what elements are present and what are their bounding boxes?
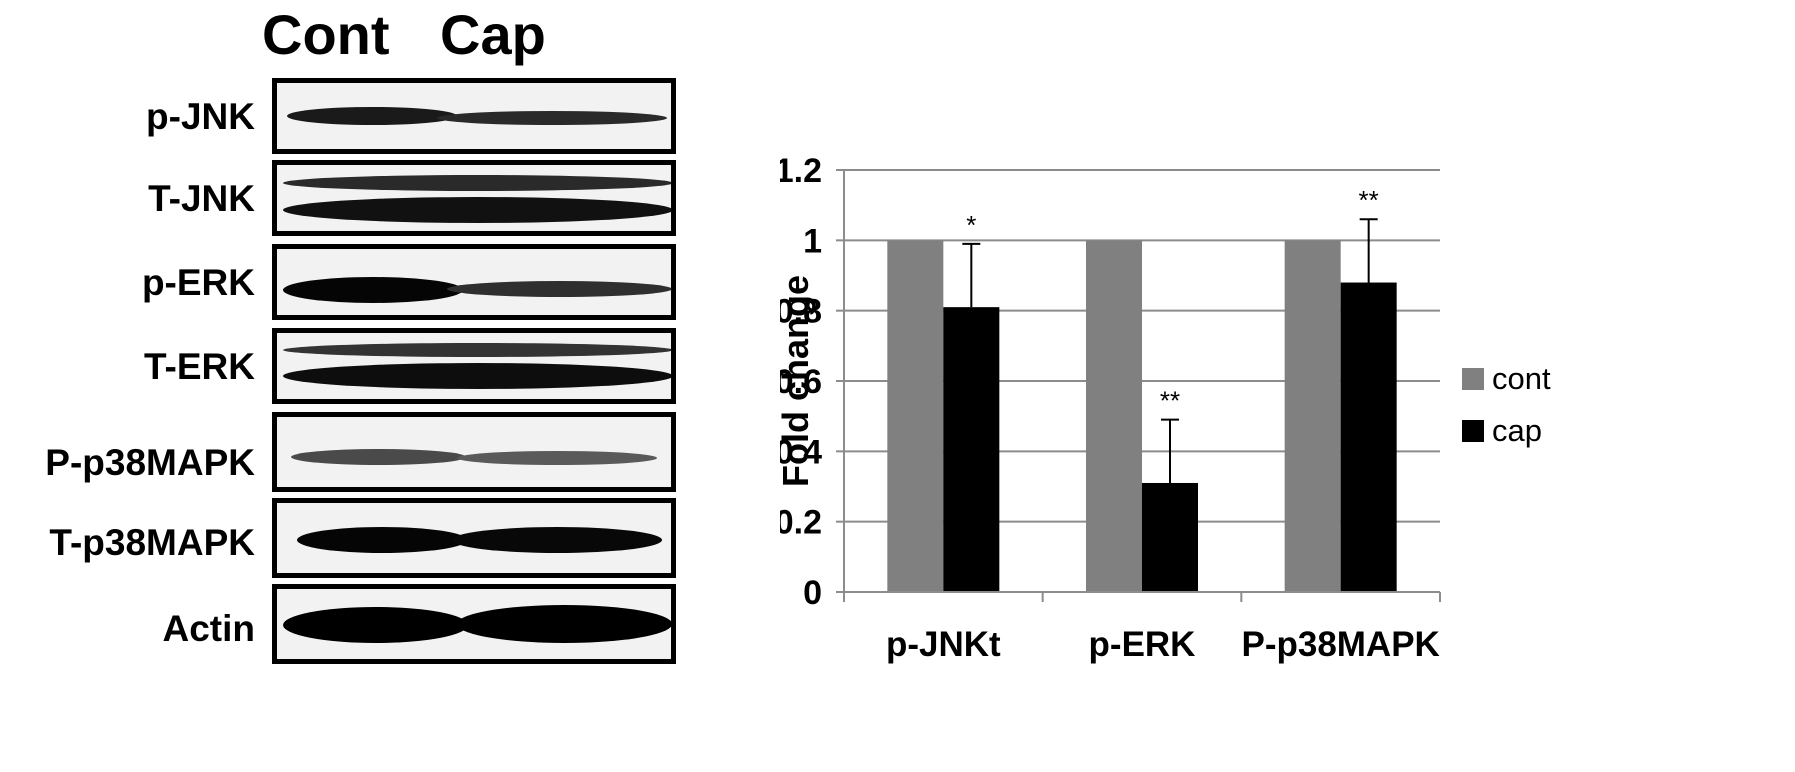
x-category-label: P-p38MAPK bbox=[1241, 625, 1439, 664]
blot-column-label-cap: Cap bbox=[440, 3, 546, 66]
y-tick-label: 0 bbox=[803, 574, 822, 612]
blot-row-label: p-JNK bbox=[146, 96, 255, 137]
significance-marker: * bbox=[966, 210, 976, 240]
y-tick-label: 1 bbox=[803, 222, 822, 260]
blot-band bbox=[457, 451, 657, 465]
blot-row-label: Actin bbox=[162, 608, 256, 649]
significance-marker: ** bbox=[1359, 185, 1379, 215]
legend-label-cap: cap bbox=[1492, 413, 1542, 448]
blot-band bbox=[452, 527, 662, 553]
x-category-label: p-JNKt bbox=[886, 625, 1001, 664]
bars: ***** bbox=[887, 185, 1397, 592]
blot-row-label: T-JNK bbox=[148, 178, 255, 219]
blot-band bbox=[283, 197, 671, 223]
blot-strip bbox=[272, 244, 676, 320]
blot-band bbox=[283, 607, 468, 643]
y-tick-label: 1.2 bbox=[780, 152, 822, 190]
y-axis-label: Fold change bbox=[780, 275, 816, 487]
blot-band bbox=[283, 363, 671, 389]
bar-cont bbox=[887, 240, 944, 592]
bar-cont bbox=[1086, 240, 1142, 592]
x-category-label: p-ERK bbox=[1089, 625, 1196, 664]
blot-strip bbox=[272, 160, 676, 236]
axes: 0 0.2 0.4 0.6 0.8 1 1.2 p-JNKt p-ERK P-p38MAPK bbox=[780, 152, 1441, 664]
blot-row-label: T-p38MAPK bbox=[49, 522, 255, 563]
legend: cont cap bbox=[1462, 361, 1551, 448]
blot-band bbox=[437, 111, 667, 125]
fold-change-bar-chart: ***** 00.20.40.60.811.2p-JNKt p-ERK P-p38M… bbox=[780, 152, 1551, 664]
legend-swatch-cap bbox=[1462, 420, 1484, 442]
legend-label-cont: cont bbox=[1492, 361, 1551, 396]
blot-band bbox=[283, 277, 463, 303]
blot-column-label-cont: Cont bbox=[262, 3, 390, 66]
blot-strip bbox=[272, 498, 676, 578]
legend-swatch-cont bbox=[1462, 368, 1484, 390]
y-tick-label: 0.8 bbox=[780, 293, 822, 331]
bar-cap bbox=[1142, 482, 1198, 592]
blot-row-label: P-p38MAPK bbox=[45, 442, 255, 483]
y-tick-label: 0.2 bbox=[780, 504, 822, 542]
y-tick-label: 0.6 bbox=[780, 363, 822, 401]
bar-cap bbox=[1340, 282, 1397, 592]
blot-band bbox=[283, 175, 671, 191]
blot-band bbox=[291, 449, 466, 465]
blot-row-label: T-ERK bbox=[144, 346, 255, 387]
blot-band bbox=[447, 281, 671, 297]
blot-band bbox=[283, 343, 671, 357]
blot-strip bbox=[272, 328, 676, 404]
blot-strip bbox=[272, 412, 676, 492]
blot-strip bbox=[272, 78, 676, 154]
y-tick-label: 0.4 bbox=[780, 433, 822, 471]
blot-strip bbox=[272, 584, 676, 664]
significance-marker: ** bbox=[1160, 386, 1180, 416]
bar-cont bbox=[1284, 240, 1341, 592]
blot-band bbox=[457, 605, 671, 643]
bar-cap bbox=[943, 307, 1000, 592]
blot-band bbox=[297, 527, 467, 553]
blot-row-label: p-ERK bbox=[141, 262, 255, 303]
blot-band bbox=[287, 107, 457, 125]
